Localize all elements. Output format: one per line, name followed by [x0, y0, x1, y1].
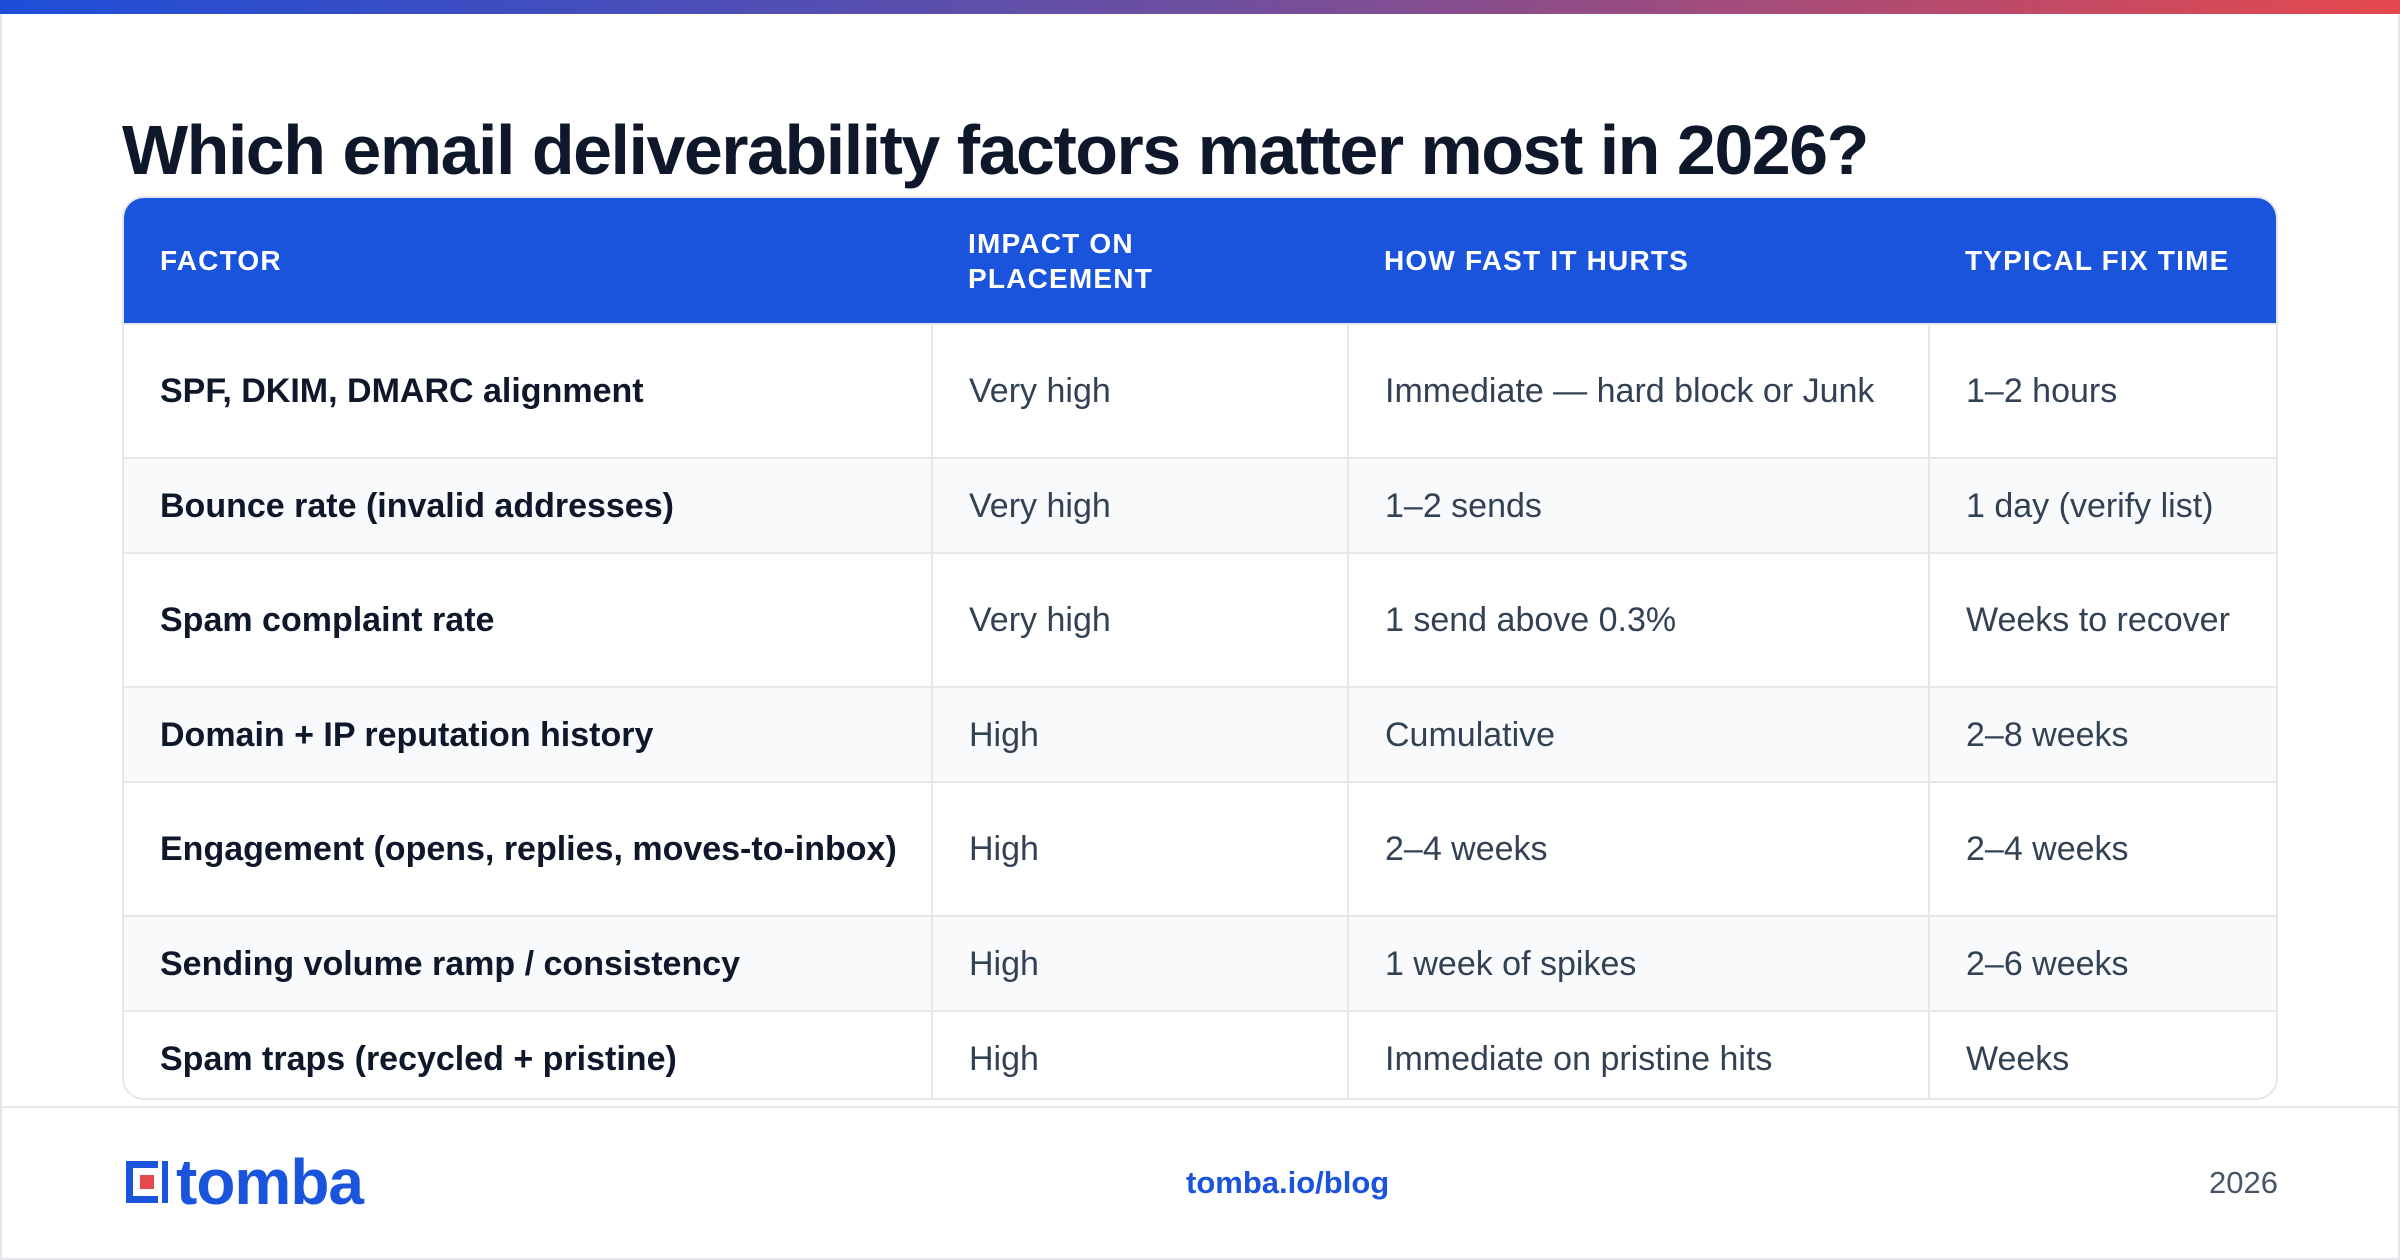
cell-how-fast: 1 week of spikes — [1347, 915, 1929, 1011]
footer-year: 2026 — [2209, 1165, 2278, 1200]
cell-fix-time: Weeks — [1928, 1010, 2276, 1098]
table-row: Sending volume ramp / consistency High 1… — [124, 915, 2276, 1011]
page-frame — [0, 14, 2400, 1260]
cell-factor: Sending volume ramp / consistency — [124, 915, 932, 1011]
cell-factor: Domain + IP reputation history — [124, 686, 932, 782]
cell-how-fast: 2–4 weeks — [1347, 781, 1929, 916]
table-header-row: FACTOR IMPACT ON PLACEMENT HOW FAST IT H… — [124, 198, 2276, 324]
cell-impact: High — [931, 1010, 1348, 1098]
top-gradient-bar — [0, 0, 2400, 14]
cell-factor: Bounce rate (invalid addresses) — [124, 457, 932, 553]
table-row: Bounce rate (invalid addresses) Very hig… — [124, 457, 2276, 553]
cell-fix-time: 1–2 hours — [1928, 323, 2276, 458]
cell-fix-time: Weeks to recover — [1928, 552, 2276, 687]
table-row: Domain + IP reputation history High Cumu… — [124, 686, 2276, 782]
table-row: Engagement (opens, replies, moves-to-inb… — [124, 781, 2276, 916]
header-fix-time: TYPICAL FIX TIME — [1965, 245, 2230, 276]
header-factor: FACTOR — [160, 245, 282, 276]
table-row: Spam complaint rate Very high 1 send abo… — [124, 552, 2276, 687]
cell-fix-time: 2–8 weeks — [1928, 686, 2276, 782]
cell-impact: High — [931, 781, 1348, 916]
factors-table: FACTOR IMPACT ON PLACEMENT HOW FAST IT H… — [122, 196, 2278, 1100]
cell-impact: Very high — [931, 457, 1348, 553]
footer-divider — [2, 1106, 2398, 1108]
cell-impact: Very high — [931, 323, 1348, 458]
cell-impact: High — [931, 686, 1348, 782]
logo-text: tomba — [176, 1146, 364, 1218]
cell-factor: SPF, DKIM, DMARC alignment — [124, 323, 932, 458]
tomba-logo-icon — [126, 1161, 168, 1203]
table-row: SPF, DKIM, DMARC alignment Very high Imm… — [124, 323, 2276, 458]
cell-factor: Engagement (opens, replies, moves-to-inb… — [124, 781, 932, 916]
table-row: Spam traps (recycled + pristine) High Im… — [124, 1010, 2276, 1098]
cell-fix-time: 2–4 weeks — [1928, 781, 2276, 916]
cell-fix-time: 2–6 weeks — [1928, 915, 2276, 1011]
cell-how-fast: 1–2 sends — [1347, 457, 1929, 553]
cell-impact: Very high — [931, 552, 1348, 687]
blog-link[interactable]: tomba.io/blog — [1186, 1165, 1390, 1200]
cell-fix-time: 1 day (verify list) — [1928, 457, 2276, 553]
cell-factor: Spam traps (recycled + pristine) — [124, 1010, 932, 1098]
cell-how-fast: Immediate on pristine hits — [1347, 1010, 1929, 1098]
cell-how-fast: Immediate — hard block or Junk — [1347, 323, 1929, 458]
cell-factor: Spam complaint rate — [124, 552, 932, 687]
page-title: Which email deliverability factors matte… — [122, 111, 1869, 189]
header-impact: IMPACT ON PLACEMENT — [968, 227, 1154, 294]
cell-how-fast: Cumulative — [1347, 686, 1929, 782]
cell-impact: High — [931, 915, 1348, 1011]
header-how-fast: HOW FAST IT HURTS — [1384, 245, 1690, 276]
cell-how-fast: 1 send above 0.3% — [1347, 552, 1929, 687]
tomba-logo[interactable]: tomba — [122, 1146, 364, 1218]
